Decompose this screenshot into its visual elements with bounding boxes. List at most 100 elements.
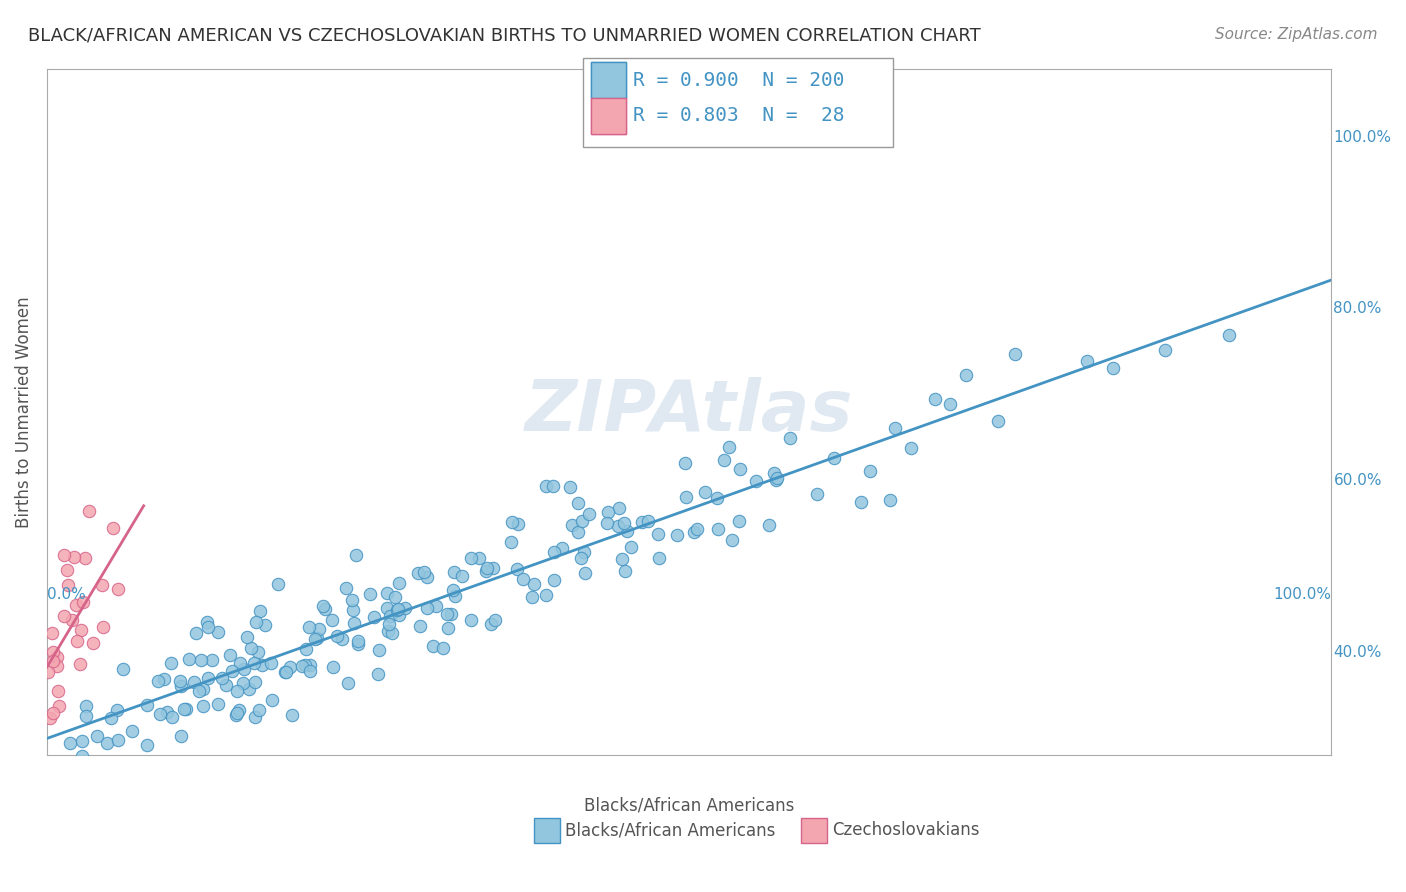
Point [479, 616, 502, 631]
Y-axis label: Births to Unmarried Women: Births to Unmarried Women [15, 296, 32, 528]
Point [267, 577, 290, 591]
Point [460, 550, 482, 565]
Point [578, 507, 600, 521]
Point [291, 659, 314, 673]
Point [543, 574, 565, 588]
Point [675, 490, 697, 504]
Point [596, 516, 619, 530]
Point [506, 517, 529, 532]
Point [378, 608, 401, 623]
Point [336, 676, 359, 690]
Point [160, 709, 183, 723]
Point [226, 706, 249, 720]
Point [574, 545, 596, 559]
Point [183, 675, 205, 690]
Point [38, 710, 60, 724]
Point [484, 614, 506, 628]
Point [75, 709, 97, 723]
Point [245, 674, 267, 689]
Point [558, 480, 581, 494]
Text: 80.0%: 80.0% [1333, 301, 1382, 317]
Point [135, 738, 157, 752]
Point [422, 639, 444, 653]
Point [281, 708, 304, 723]
Point [62, 550, 84, 565]
Point [900, 442, 922, 456]
Point [298, 620, 321, 634]
Point [96, 736, 118, 750]
Text: Source: ZipAtlas.com: Source: ZipAtlas.com [1215, 27, 1378, 42]
Point [107, 733, 129, 747]
Point [523, 577, 546, 591]
Point [59, 736, 82, 750]
Point [744, 475, 766, 489]
Point [41, 626, 63, 640]
Point [48, 698, 70, 713]
Point [70, 623, 93, 637]
Text: 60.0%: 60.0% [1333, 473, 1382, 488]
Point [245, 615, 267, 629]
Point [160, 656, 183, 670]
Point [763, 466, 786, 480]
Point [607, 518, 630, 533]
Point [52, 548, 75, 562]
Point [219, 648, 242, 662]
Point [278, 659, 301, 673]
Point [859, 464, 882, 478]
Point [363, 609, 385, 624]
Text: 100.0%: 100.0% [1272, 587, 1331, 602]
Point [610, 552, 633, 566]
Point [252, 657, 274, 672]
Point [276, 665, 298, 679]
Point [135, 698, 157, 712]
Point [121, 724, 143, 739]
Point [70, 734, 93, 748]
Point [425, 599, 447, 613]
Point [571, 550, 593, 565]
Point [673, 456, 696, 470]
Point [409, 618, 432, 632]
Point [1004, 347, 1026, 361]
Point [207, 625, 229, 640]
Point [174, 701, 197, 715]
Point [82, 636, 104, 650]
Point [571, 514, 593, 528]
Point [308, 623, 330, 637]
Point [1154, 343, 1177, 358]
Point [77, 504, 100, 518]
Point [1218, 327, 1240, 342]
Point [616, 524, 638, 539]
Point [939, 397, 962, 411]
Point [221, 664, 243, 678]
Point [91, 620, 114, 634]
Point [111, 662, 134, 676]
Point [233, 662, 256, 676]
Point [247, 703, 270, 717]
Point [543, 545, 565, 559]
Point [368, 643, 391, 657]
Point [686, 522, 709, 536]
Point [596, 505, 619, 519]
Point [444, 589, 467, 603]
Point [534, 479, 557, 493]
Text: BLACK/AFRICAN AMERICAN VS CZECHOSLOVAKIAN BIRTHS TO UNMARRIED WOMEN CORRELATION : BLACK/AFRICAN AMERICAN VS CZECHOSLOVAKIA… [28, 27, 981, 45]
Point [707, 522, 730, 536]
Point [344, 548, 367, 562]
Point [330, 632, 353, 646]
Text: Blacks/African Americans: Blacks/African Americans [565, 822, 776, 839]
Point [195, 615, 218, 630]
Point [229, 656, 252, 670]
Point [614, 564, 637, 578]
Point [506, 562, 529, 576]
Point [387, 608, 409, 623]
Point [41, 645, 63, 659]
Point [683, 524, 706, 539]
Point [326, 630, 349, 644]
Point [75, 699, 97, 714]
Point [551, 541, 574, 555]
Point [823, 451, 845, 466]
Point [190, 653, 212, 667]
Point [69, 657, 91, 671]
Point [146, 674, 169, 689]
Point [46, 684, 69, 698]
